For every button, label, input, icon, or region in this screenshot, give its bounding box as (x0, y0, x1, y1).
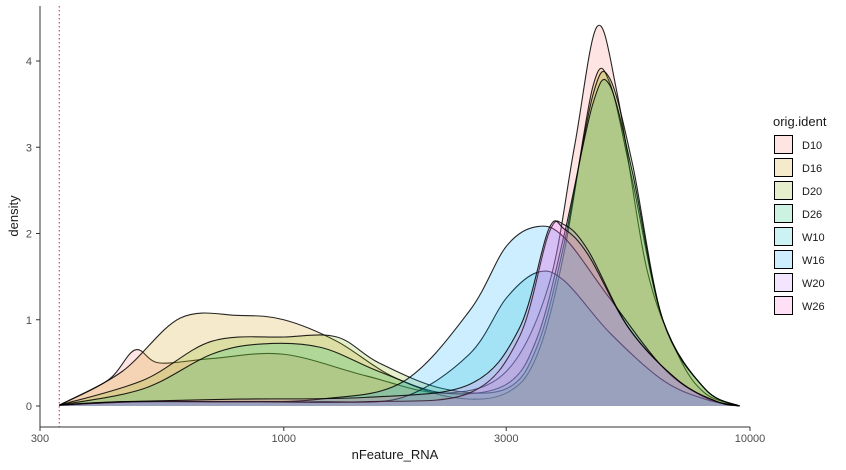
legend-swatch (774, 181, 793, 200)
legend-label: D10 (802, 140, 822, 152)
legend-swatch (774, 204, 793, 223)
legend-swatch-fill (774, 181, 793, 200)
legend-label: D26 (802, 209, 822, 221)
density-line-w26 (59, 220, 740, 407)
density-area-d26 (59, 79, 740, 406)
legend-swatch (774, 250, 793, 269)
density-line-d10 (59, 24, 740, 407)
legend-item-d26: D26 (774, 204, 822, 223)
legend-item-d16: D16 (774, 158, 822, 177)
density-line-d16 (59, 67, 740, 407)
x-tick-label: 1000 (272, 433, 296, 445)
density-area-w20 (59, 221, 740, 406)
y-tick-label: 1 (26, 315, 32, 327)
plot-area (58, 6, 740, 427)
x-axis-title: nFeature_RNA (352, 447, 439, 462)
x-tick-label: 300 (31, 433, 49, 445)
y-ticks: 0 1 2 3 4 (26, 56, 40, 413)
y-tick-label: 3 (26, 142, 32, 154)
axes (39, 6, 750, 428)
legend-swatch-fill (774, 135, 793, 154)
legend-swatch (774, 135, 793, 154)
legend-swatch-fill (774, 296, 793, 315)
density-area-d16 (59, 68, 740, 406)
legend-swatch (774, 227, 793, 246)
legend-swatch (774, 273, 793, 292)
x-tick-label: 3000 (494, 433, 518, 445)
density-area-d10 (59, 25, 740, 407)
legend-item-w10: W10 (774, 227, 825, 246)
legend-label: W10 (802, 232, 825, 244)
legend-label: D16 (802, 163, 822, 175)
legend-swatch-fill (774, 273, 793, 292)
legend-item-d10: D10 (774, 135, 822, 154)
legend-title: orig.ident (773, 114, 827, 129)
density-area-w10 (59, 271, 740, 406)
legend-item-d20: D20 (774, 181, 822, 200)
y-tick-label: 2 (26, 229, 32, 241)
legend: orig.ident D10 D16 D20 D26 W10 W16 W20 W26 (773, 114, 827, 315)
legend-swatch-fill (774, 204, 793, 223)
density-line-d20 (59, 70, 740, 407)
legend-label: W26 (802, 301, 825, 313)
legend-label: W20 (802, 278, 825, 290)
legend-item-w20: W20 (774, 273, 825, 292)
y-axis-title: density (6, 195, 21, 237)
x-tick-label: 10000 (735, 433, 766, 445)
legend-swatch (774, 296, 793, 315)
density-area-w16 (59, 226, 740, 406)
legend-label: D20 (802, 186, 822, 198)
legend-swatch (774, 158, 793, 177)
y-tick-label: 4 (26, 56, 32, 68)
legend-swatch-fill (774, 250, 793, 269)
legend-items: D10 D16 D20 D26 W10 W16 W20 W26 (774, 135, 825, 315)
density-line-d26 (59, 79, 740, 407)
legend-swatch-fill (774, 158, 793, 177)
legend-item-w26: W26 (774, 296, 825, 315)
legend-swatch-fill (774, 227, 793, 246)
y-tick-label: 0 (26, 401, 32, 413)
density-area-d20 (59, 71, 740, 406)
legend-label: W16 (802, 255, 825, 267)
legend-item-w16: W16 (774, 250, 825, 269)
density-area-w26 (59, 220, 740, 406)
x-ticks: 300 1000 3000 10000 (31, 427, 765, 445)
